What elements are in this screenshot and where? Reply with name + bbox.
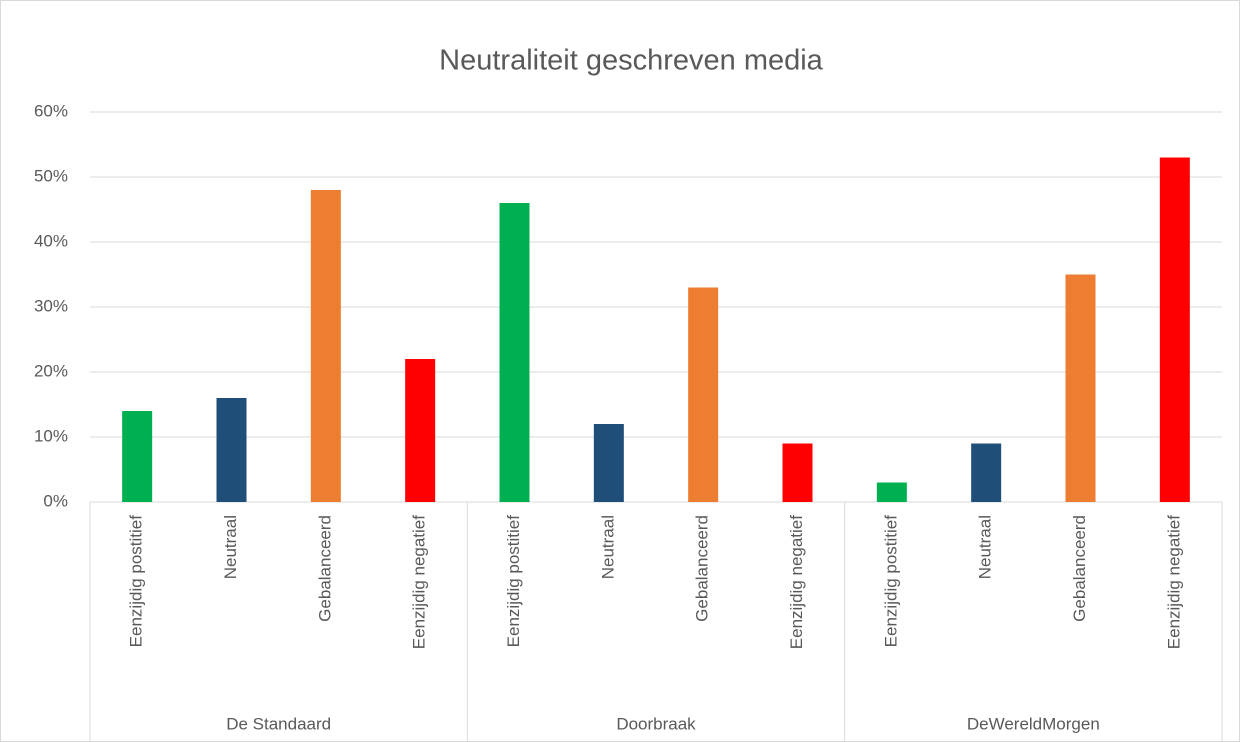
x-tick-label: Eenzijdig negatief: [410, 515, 429, 649]
x-tick-label: Neutraal: [976, 515, 995, 579]
bar: [876, 482, 907, 502]
bar: [310, 190, 341, 502]
bar: [971, 443, 1002, 502]
bar: [1065, 274, 1096, 502]
bar: [688, 287, 719, 502]
bar: [405, 359, 436, 502]
x-tick-label: Neutraal: [221, 515, 240, 579]
x-tick-label: Eenzijdig postitief: [881, 515, 900, 648]
y-tick-label: 20%: [34, 361, 68, 380]
y-tick-label: 60%: [34, 101, 68, 120]
x-tick-label: Gebalanceerd: [315, 515, 334, 622]
group-label: Doorbraak: [616, 714, 696, 733]
group-label: DeWereldMorgen: [967, 714, 1100, 733]
y-tick-label: 10%: [34, 426, 68, 445]
x-tick-label: Eenzijdig postitief: [127, 515, 146, 648]
x-tick-label: Gebalanceerd: [693, 515, 712, 622]
bar: [122, 411, 153, 502]
y-tick-label: 0%: [43, 491, 68, 510]
group-label: De Standaard: [226, 714, 331, 733]
x-tick-label: Eenzijdig postitief: [504, 515, 523, 648]
bar: [782, 443, 813, 502]
bar: [593, 424, 624, 502]
x-tick-label: Eenzijdig negatief: [787, 515, 806, 649]
x-tick-label: Eenzijdig negatief: [1164, 515, 1183, 649]
y-tick-label: 30%: [34, 296, 68, 315]
chart-title: Neutraliteit geschreven media: [439, 45, 824, 77]
x-tick-label: Neutraal: [598, 515, 617, 579]
bar: [499, 203, 530, 502]
y-tick-label: 40%: [34, 231, 68, 250]
bar: [1159, 157, 1190, 502]
x-tick-label: Gebalanceerd: [1070, 515, 1089, 622]
y-tick-label: 50%: [34, 166, 68, 185]
bar: [216, 398, 247, 502]
